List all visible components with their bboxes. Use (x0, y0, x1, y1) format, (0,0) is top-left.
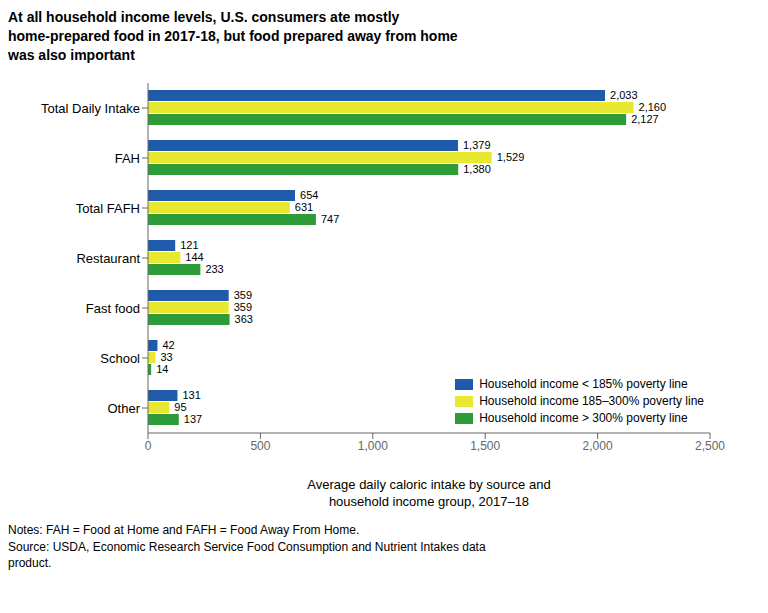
svg-text:654: 654 (300, 189, 318, 201)
html-text:At all household income levels: At all household income levels, U.S. con… (8, 9, 458, 63)
svg-text:Restaurant: Restaurant (76, 250, 140, 265)
svg-text:33: 33 (160, 351, 172, 363)
svg-text:121: 121 (180, 239, 198, 251)
svg-text:2,160: 2,160 (639, 101, 667, 113)
svg-text:359: 359 (234, 301, 252, 313)
svg-text:0: 0 (145, 438, 152, 452)
svg-text:137: 137 (184, 413, 202, 425)
html-text:Household income > 300% povert: Household income > 300% poverty line (479, 410, 688, 425)
svg-text:Total FAFH: Total FAFH (76, 200, 140, 215)
html-text:Average daily caloric intake b: Average daily caloric intake by source a… (307, 476, 551, 509)
svg-text:2,127: 2,127 (631, 113, 659, 125)
svg-text:1,000: 1,000 (358, 438, 388, 452)
svg-text:FAH: FAH (115, 150, 140, 165)
html-text:Household income < 185% povert: Household income < 185% poverty line (479, 376, 688, 391)
html-text:Notes: FAH = Food at Home and: Notes: FAH = Food at Home and FAFH = Foo… (8, 523, 486, 570)
svg-text:747: 747 (321, 213, 339, 225)
svg-text:95: 95 (174, 401, 186, 413)
svg-text:Fast food: Fast food (86, 300, 140, 315)
svg-text:631: 631 (295, 201, 313, 213)
svg-text:363: 363 (235, 313, 253, 325)
svg-text:1,380: 1,380 (463, 163, 491, 175)
svg-text:1,379: 1,379 (463, 139, 491, 151)
svg-text:500: 500 (250, 438, 270, 452)
svg-text:School: School (100, 350, 140, 365)
svg-text:131: 131 (182, 389, 200, 401)
svg-text:14: 14 (156, 363, 168, 375)
svg-text:Other: Other (107, 400, 140, 415)
svg-text:2,033: 2,033 (610, 89, 638, 101)
svg-text:2,500: 2,500 (695, 438, 725, 452)
svg-text:359: 359 (234, 289, 252, 301)
svg-text:233: 233 (205, 263, 223, 275)
svg-text:1,500: 1,500 (470, 438, 500, 452)
svg-text:144: 144 (185, 251, 203, 263)
html-text:Household income 185–300% pove: Household income 185–300% poverty line (479, 393, 704, 408)
svg-text:1,529: 1,529 (497, 151, 525, 163)
svg-text:42: 42 (162, 339, 174, 351)
svg-text:Total Daily Intake: Total Daily Intake (41, 100, 140, 115)
svg-text:2,000: 2,000 (583, 438, 613, 452)
